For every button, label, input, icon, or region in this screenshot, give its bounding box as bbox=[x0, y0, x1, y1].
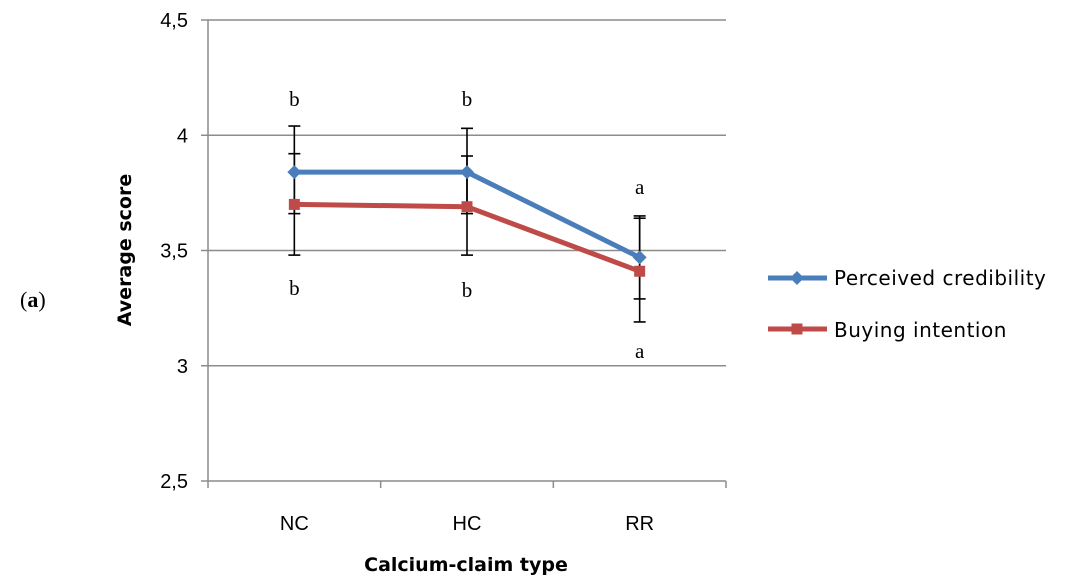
y-tick-labels: 2,5 3 3,5 4 4,5 bbox=[160, 10, 188, 493]
x-tick-label: HC bbox=[453, 513, 482, 535]
x-tick-label: RR bbox=[625, 513, 654, 535]
legend-item-buying-intention: Buying intention bbox=[768, 318, 1007, 342]
y-tick-label: 4,5 bbox=[160, 10, 188, 32]
axes bbox=[201, 19, 727, 488]
x-tick-label: NC bbox=[280, 513, 309, 535]
significance-letter-below: a bbox=[635, 339, 645, 363]
series-markers bbox=[287, 165, 647, 277]
x-tick-labels: NC HC RR bbox=[280, 513, 654, 535]
legend-item-perceived-credibility: Perceived credibility bbox=[768, 266, 1046, 290]
square-marker bbox=[634, 265, 646, 277]
panel-label-open: ( bbox=[20, 287, 27, 312]
legend-swatch-marker bbox=[790, 271, 804, 285]
diamond-marker bbox=[632, 250, 647, 265]
panel-label: (a) bbox=[20, 287, 46, 312]
square-marker bbox=[461, 201, 473, 213]
legend: Perceived credibility Buying intention bbox=[768, 266, 1046, 342]
svg-text:(a): (a) bbox=[20, 287, 46, 312]
significance-letter-above: b bbox=[462, 87, 473, 111]
square-marker bbox=[288, 198, 300, 210]
y-tick-label: 4 bbox=[177, 125, 188, 147]
significance-letter-below: b bbox=[462, 278, 473, 302]
significance-letter-above: b bbox=[289, 87, 300, 111]
y-axis-title: Average score bbox=[114, 174, 136, 326]
significance-letter-below: b bbox=[289, 276, 300, 300]
y-tick-label: 2,5 bbox=[160, 471, 188, 493]
legend-label: Buying intention bbox=[834, 318, 1007, 342]
y-tick-label: 3 bbox=[177, 356, 188, 378]
diamond-marker bbox=[287, 165, 302, 180]
panel-label-letter: a bbox=[27, 287, 38, 312]
significance-letters: b b a b b a bbox=[289, 87, 645, 363]
legend-swatch-marker bbox=[791, 323, 803, 335]
panel-label-close: ) bbox=[38, 287, 45, 312]
y-tick-label: 3,5 bbox=[160, 241, 188, 263]
significance-letter-above: a bbox=[635, 175, 645, 199]
legend-label: Perceived credibility bbox=[834, 266, 1046, 290]
diamond-marker bbox=[460, 165, 474, 180]
x-axis-title: Calcium-claim type bbox=[364, 554, 568, 576]
